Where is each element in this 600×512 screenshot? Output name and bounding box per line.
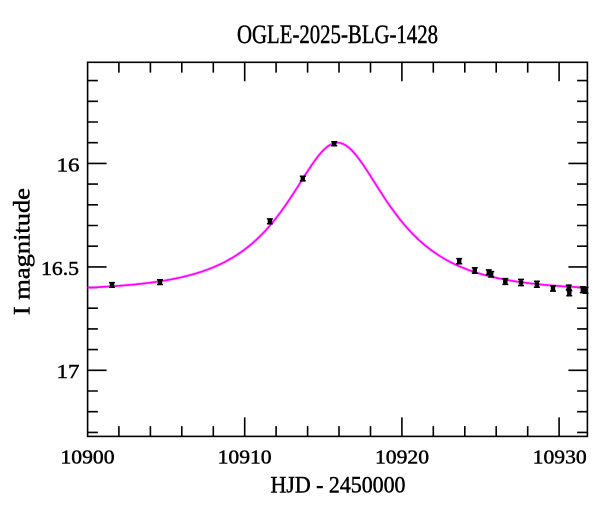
svg-text:10910: 10910: [218, 447, 272, 469]
svg-text:10930: 10930: [533, 447, 587, 469]
svg-text:17: 17: [57, 361, 80, 383]
svg-text:16: 16: [57, 154, 80, 176]
svg-text:10900: 10900: [61, 447, 115, 469]
svg-text:OGLE-2025-BLG-1428: OGLE-2025-BLG-1428: [237, 20, 438, 49]
svg-text:16.5: 16.5: [41, 258, 79, 280]
svg-text:HJD - 2450000: HJD - 2450000: [271, 472, 406, 497]
svg-text:10920: 10920: [375, 447, 429, 469]
svg-text:I magnitude: I magnitude: [9, 188, 35, 315]
